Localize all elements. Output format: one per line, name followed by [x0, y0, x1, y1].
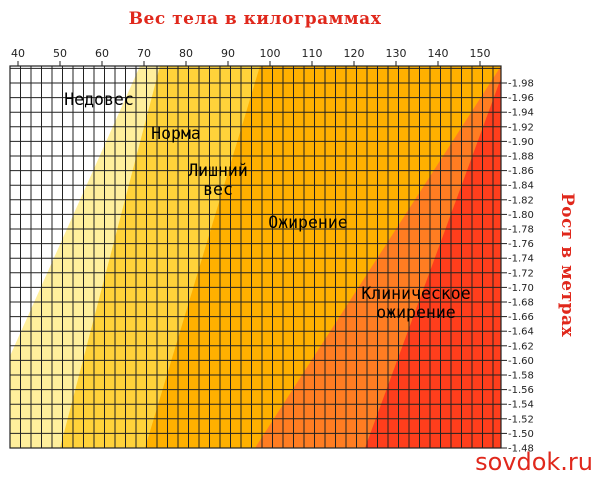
y-tick-label: -1.52 — [508, 414, 534, 425]
y-tick-label: -1.80 — [508, 210, 534, 221]
plot-border — [9, 65, 502, 449]
x-tick-label: 60 — [95, 47, 109, 60]
y-tick-label: -1.92 — [508, 122, 534, 133]
grid-lines — [9, 65, 502, 449]
y-tick-label: -1.98 — [508, 79, 534, 90]
y-tick-label: -1.66 — [508, 312, 534, 323]
y-tick-label: -1.62 — [508, 341, 534, 352]
y-tick-label: -1.82 — [508, 195, 534, 206]
watermark: sovdok.ru — [475, 448, 593, 476]
zone-label-normal: Норма — [151, 124, 201, 143]
chart-title: Вес тела в килограммах — [129, 9, 382, 29]
y-tick-label: -1.94 — [508, 108, 534, 119]
x-tick-label: 90 — [221, 47, 235, 60]
y-tick-label: -1.88 — [508, 152, 534, 163]
zone-label-line: Лишний — [188, 161, 248, 180]
y-tick-label: -1.74 — [508, 254, 534, 265]
y-axis-title: Рост в метрах — [557, 193, 577, 338]
y-tick-label: -1.68 — [508, 298, 534, 309]
y-tick-label: -1.86 — [508, 166, 534, 177]
y-tick-label: -1.48 — [508, 444, 534, 455]
x-tick-label: 110 — [302, 47, 323, 60]
y-tick-label: -1.56 — [508, 385, 534, 396]
zone-label-line: вес — [203, 180, 233, 199]
x-tick-label: 130 — [386, 47, 407, 60]
y-tick-label: -1.58 — [508, 371, 534, 382]
x-tick-label: 100 — [260, 47, 281, 60]
zone-label-underweight: Недовес — [64, 90, 134, 109]
x-tick-label: 70 — [137, 47, 151, 60]
zone-label-line: Клиническое — [361, 284, 470, 303]
y-tick-label: -1.96 — [508, 93, 534, 104]
x-tick-label: 140 — [428, 47, 449, 60]
zone-label-line: Норма — [151, 124, 201, 143]
x-tick-label: 80 — [179, 47, 193, 60]
y-tick-label: -1.60 — [508, 356, 534, 367]
zone-label-line: Ожирение — [268, 213, 347, 232]
x-tick-label: 50 — [53, 47, 67, 60]
y-tick-label: -1.72 — [508, 268, 534, 279]
y-tick-labels: -1.98 -1.96 -1.94 -1.92 -1.90 -1.88 -1.86 -1.84… — [501, 79, 534, 455]
x-tick-label: 150 — [470, 47, 491, 60]
x-tick-label: 40 — [11, 47, 25, 60]
y-tick-label: -1.90 — [508, 137, 534, 148]
y-tick-label: -1.78 — [508, 225, 534, 236]
y-tick-label: -1.50 — [508, 429, 534, 440]
y-tick-label: -1.84 — [508, 181, 534, 192]
y-tick-label: -1.76 — [508, 239, 534, 250]
x-tick-label: 120 — [344, 47, 365, 60]
zone-label-line: ожирение — [376, 303, 455, 322]
zone-label-line: Недовес — [64, 90, 134, 109]
x-tick-labels: 40 50 60 70 80 90 100 110 120 130 140 150 — [11, 47, 491, 66]
y-tick-label: -1.64 — [508, 327, 534, 338]
zone-label-obesity: Ожирение — [268, 213, 347, 232]
y-tick-label: -1.54 — [508, 400, 534, 411]
y-tick-label: -1.70 — [508, 283, 534, 294]
